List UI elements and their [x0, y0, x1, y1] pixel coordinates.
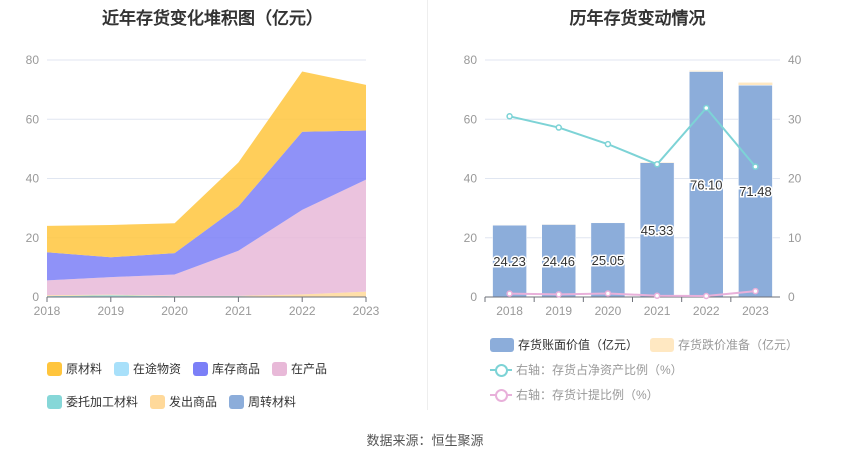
- area-库存商品: [47, 130, 366, 281]
- legend-swatch: [272, 361, 288, 376]
- bar-book-value: [492, 224, 527, 298]
- y-tick-label: 20: [26, 231, 40, 245]
- y-tick-label: 0: [32, 290, 39, 304]
- x-tick-label: 2021: [644, 304, 671, 318]
- bar-label: 24.46: [542, 254, 575, 269]
- bar-label: 76.10: [690, 177, 723, 192]
- legend-item[interactable]: 右轴：存货占净资产比例（%）: [490, 361, 830, 378]
- bar-label: 25.05: [592, 253, 625, 268]
- left-chart-title: 近年存货变化堆积图（亿元）: [102, 9, 323, 28]
- legend-swatch: [47, 361, 62, 376]
- legend-swatch: [490, 337, 514, 352]
- legend-swatch: [229, 394, 245, 409]
- left-legend: 原材料 在途物资 库存商品 在产品委托加工材料 发出商品 周转材料: [47, 360, 377, 410]
- bar-label: 24.23: [493, 254, 526, 269]
- y2-tick-label: 10: [788, 231, 802, 245]
- x-tick-label: 2021: [225, 304, 252, 318]
- legend-line-marker: [490, 388, 512, 402]
- legend-label: 存货账面价值（亿元）: [518, 338, 639, 352]
- line-point: [752, 287, 759, 295]
- legend-label: 库存商品: [212, 362, 261, 376]
- y2-tick-label: 0: [788, 290, 795, 304]
- bar-label: 71.48: [739, 184, 772, 199]
- x-tick-label: 2019: [97, 304, 124, 318]
- line-point: [555, 124, 562, 131]
- bar-provision: [738, 82, 773, 86]
- legend-label: 周转材料: [248, 395, 297, 409]
- legend-swatch: [193, 361, 209, 376]
- legend-item[interactable]: 发出商品: [150, 393, 217, 410]
- legend-item[interactable]: 存货账面价值（亿元）: [490, 336, 638, 353]
- line-point: [506, 113, 513, 120]
- y2-tick-label: 20: [788, 172, 802, 186]
- x-tick-label: 2022: [693, 304, 720, 318]
- legend-label: 委托加工材料: [66, 395, 139, 409]
- data-source: 数据来源：恒生聚源: [366, 433, 484, 448]
- bar-book-value: [541, 224, 576, 298]
- y-tick-label: 40: [464, 172, 478, 186]
- y-tick-label: 0: [470, 290, 477, 304]
- legend-swatch: [150, 394, 166, 409]
- legend-label: 发出商品: [169, 395, 218, 409]
- legend-line-marker: [490, 363, 512, 377]
- x-tick-label: 2018: [34, 304, 61, 318]
- legend-label: 在途物资: [133, 362, 182, 376]
- area-原材料: [47, 71, 366, 258]
- line-point: [653, 292, 661, 299]
- legend-item[interactable]: 在产品: [272, 360, 327, 377]
- line-point: [703, 292, 710, 300]
- line-point: [653, 161, 661, 168]
- y-tick-label: 60: [464, 112, 478, 126]
- legend-label: 原材料: [66, 362, 103, 376]
- right-legend: 存货账面价值（亿元） 存货跌价准备（亿元） 右轴：存货占净资产比例（%） 右轴：存货计…: [490, 336, 830, 403]
- legend-label: 右轴：存货占净资产比例（%）: [516, 363, 683, 377]
- line-point: [555, 291, 562, 298]
- y2-tick-label: 30: [788, 112, 802, 126]
- line-series-0: [509, 106, 757, 168]
- bar-book-value: [639, 162, 675, 298]
- y-tick-label: 80: [26, 53, 40, 67]
- legend-label: 存货跌价准备（亿元）: [678, 338, 799, 352]
- bar-book-value: [738, 84, 773, 298]
- legend-item[interactable]: 原材料: [47, 360, 102, 377]
- y2-tick-label: 40: [788, 53, 802, 67]
- legend-label: 在产品: [291, 362, 328, 376]
- line-point: [604, 140, 612, 148]
- line-point: [604, 290, 612, 297]
- divider: [427, 0, 428, 410]
- y-tick-label: 40: [26, 172, 40, 186]
- x-tick-label: 2019: [545, 304, 572, 318]
- legend-swatch: [114, 361, 130, 376]
- y-tick-label: 20: [464, 231, 478, 245]
- right-chart-title: 历年存货变动情况: [569, 9, 706, 28]
- bar-book-value: [590, 222, 626, 298]
- y-tick-label: 80: [464, 53, 478, 67]
- legend-item[interactable]: 存货跌价准备（亿元）: [650, 336, 798, 353]
- line-series-1: [509, 290, 756, 297]
- legend-item[interactable]: 库存商品: [193, 360, 260, 377]
- area-在产品: [47, 179, 366, 296]
- x-tick-label: 2020: [161, 304, 188, 318]
- x-tick-label: 2018: [496, 304, 523, 318]
- bar-provision: [689, 70, 724, 72]
- legend-swatch: [47, 394, 62, 409]
- line-point: [703, 104, 710, 112]
- legend-item[interactable]: 右轴：存货计提比例（%）: [490, 386, 830, 403]
- x-tick-label: 2020: [595, 304, 622, 318]
- x-tick-label: 2023: [742, 304, 769, 318]
- line-point: [506, 290, 513, 297]
- area-发出商品: [47, 291, 366, 297]
- x-tick-label: 2022: [289, 304, 316, 318]
- legend-item[interactable]: 在途物资: [114, 360, 181, 377]
- legend-swatch: [650, 337, 675, 352]
- y-tick-label: 60: [26, 112, 40, 126]
- legend-item[interactable]: 周转材料: [229, 393, 296, 410]
- line-point: [752, 163, 759, 170]
- bar-label: 45.33: [641, 223, 674, 238]
- legend-label: 右轴：存货计提比例（%）: [516, 388, 659, 402]
- legend-item[interactable]: 委托加工材料: [47, 393, 138, 410]
- x-tick-label: 2023: [353, 304, 380, 318]
